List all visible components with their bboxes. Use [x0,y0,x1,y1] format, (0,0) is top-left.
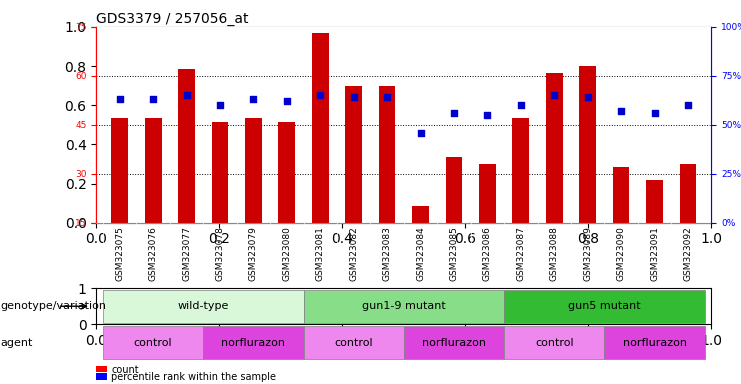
Point [482,112,494,118]
Point [615,108,627,114]
Bar [304,326,404,359]
Point [114,96,126,103]
Text: GSM323081: GSM323081 [316,226,325,281]
Text: GSM323090: GSM323090 [617,226,625,281]
Point [648,110,660,116]
Bar [605,326,705,359]
Bar [212,121,228,223]
Text: GSM323083: GSM323083 [382,226,392,281]
Bar [312,33,329,223]
Point [214,102,226,108]
Text: GSM323076: GSM323076 [149,226,158,281]
Text: percentile rank within the sample: percentile rank within the sample [111,372,276,382]
Bar [613,167,629,223]
Bar [412,207,429,223]
Text: GSM323077: GSM323077 [182,226,191,281]
Text: GSM323082: GSM323082 [349,226,358,281]
Text: genotype/variation: genotype/variation [1,301,107,311]
Bar [103,290,304,323]
Text: GSM323087: GSM323087 [516,226,525,281]
Text: norflurazon: norflurazon [422,338,486,348]
Text: GSM323084: GSM323084 [416,226,425,281]
Text: GSM323088: GSM323088 [550,226,559,281]
Text: GSM323080: GSM323080 [282,226,291,281]
Point [147,96,159,103]
Bar [445,157,462,223]
Bar [404,326,504,359]
Text: GSM323092: GSM323092 [683,226,692,281]
Text: agent: agent [1,338,33,348]
Text: control: control [134,338,173,348]
Text: GSM323078: GSM323078 [216,226,225,281]
Text: norflurazon: norflurazon [622,338,687,348]
Text: GSM323089: GSM323089 [583,226,592,281]
Bar [103,326,203,359]
Bar [579,66,596,223]
Bar [379,86,396,223]
Text: GSM323079: GSM323079 [249,226,258,281]
Bar [646,180,663,223]
Point [247,96,259,103]
Bar [111,118,128,223]
Text: GDS3379 / 257056_at: GDS3379 / 257056_at [96,12,249,26]
Bar [513,118,529,223]
Point [181,92,193,98]
Text: GSM323091: GSM323091 [650,226,659,281]
Text: control: control [334,338,373,348]
Bar [203,326,304,359]
Text: gun1-9 mutant: gun1-9 mutant [362,301,446,311]
Bar [504,326,605,359]
Point [548,92,560,98]
Point [582,94,594,101]
Text: control: control [535,338,574,348]
Text: GSM323085: GSM323085 [450,226,459,281]
Bar [179,70,195,223]
Point [415,129,427,136]
Point [682,102,694,108]
Bar [479,164,496,223]
Text: GSM323086: GSM323086 [483,226,492,281]
Bar [279,121,295,223]
Text: count: count [111,365,139,375]
Text: norflurazon: norflurazon [222,338,285,348]
Bar [679,164,697,223]
Text: gun5 mutant: gun5 mutant [568,301,641,311]
Text: wild-type: wild-type [178,301,229,311]
Bar [245,118,262,223]
Text: GSM323075: GSM323075 [116,226,124,281]
Bar [546,73,562,223]
Bar [345,86,362,223]
Bar [304,290,504,323]
Point [381,94,393,101]
Point [348,94,359,101]
Point [281,98,293,104]
Point [515,102,527,108]
Bar [504,290,705,323]
Bar [144,118,162,223]
Point [448,110,460,116]
Point [314,92,326,98]
